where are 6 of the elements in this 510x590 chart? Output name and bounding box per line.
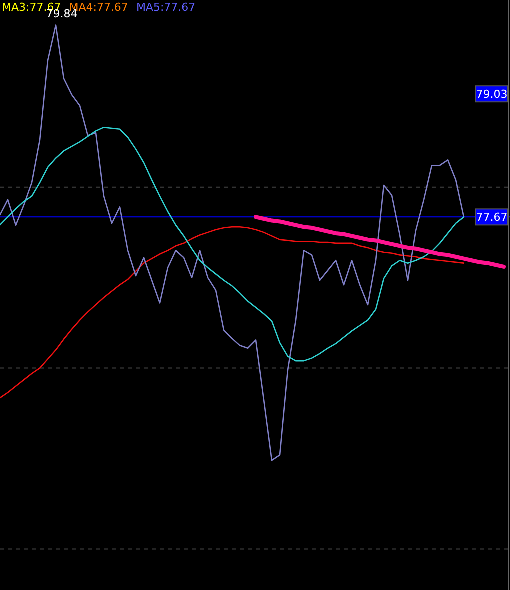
- y-tick-label: 77.67: [476, 211, 508, 224]
- annotation: MA5:77.67: [136, 1, 196, 14]
- line-series: [0, 126, 465, 362]
- y-tick-label: 79.03: [476, 88, 508, 101]
- line-series: [0, 24, 465, 462]
- line-series: [0, 226, 465, 399]
